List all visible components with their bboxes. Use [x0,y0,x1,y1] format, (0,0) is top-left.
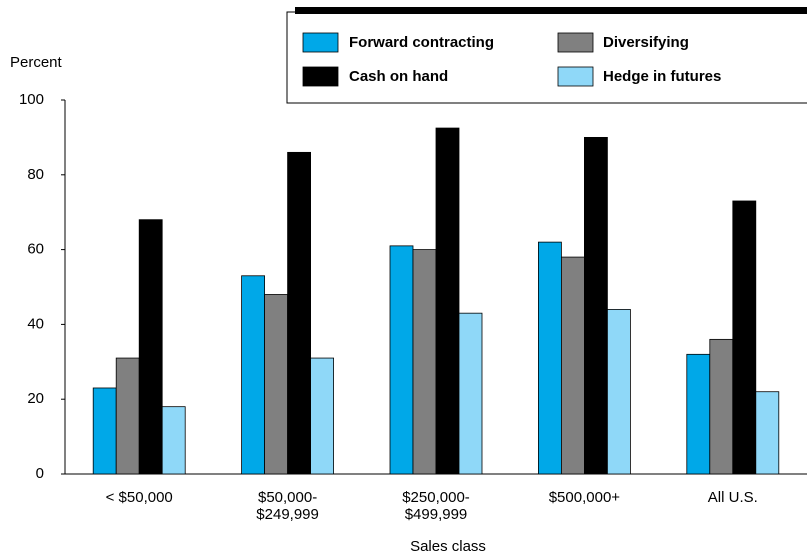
x-axis-label: Sales class [410,538,486,555]
bar [435,127,460,475]
y-tick-label: 60 [27,241,44,258]
bar [115,357,140,475]
legend-label: Forward contracting [349,34,494,51]
bar [241,275,266,475]
x-tick-label: $50,000- $249,999 [256,489,319,523]
y-tick-label: 40 [27,315,44,332]
bar [458,312,483,475]
legend-box [286,11,807,104]
y-tick-label: 0 [36,465,44,482]
legend-swatch [557,32,594,53]
y-tick-label: 80 [27,166,44,183]
x-tick-label: $250,000- $499,999 [402,489,470,523]
y-tick-label: 20 [27,390,44,407]
legend-label: Cash on hand [349,68,448,85]
legend-swatch [302,32,339,53]
y-tick-label: 100 [19,91,44,108]
bar [92,387,117,475]
bar [607,309,631,475]
bar [412,249,437,475]
bar [138,219,163,475]
legend-label: Diversifying [603,34,689,51]
bar [161,406,186,475]
x-tick-label: $500,000+ [548,489,621,506]
bar [686,353,711,475]
legend-label: Hedge in futures [603,68,721,85]
legend-swatch [302,66,339,87]
bar [755,391,780,475]
bar [732,200,757,475]
x-tick-label: All U.S. [707,489,758,506]
bar [709,338,734,475]
y-axis-label: Percent [10,54,63,71]
bar [584,136,608,475]
x-tick-label: < $50,000 [105,489,173,506]
bar [389,245,414,475]
bar [561,256,585,475]
legend-swatch [557,66,594,87]
bar [264,294,289,475]
bar [287,151,312,475]
bar [538,241,562,475]
bar [310,357,335,475]
legend-bar [295,7,807,14]
